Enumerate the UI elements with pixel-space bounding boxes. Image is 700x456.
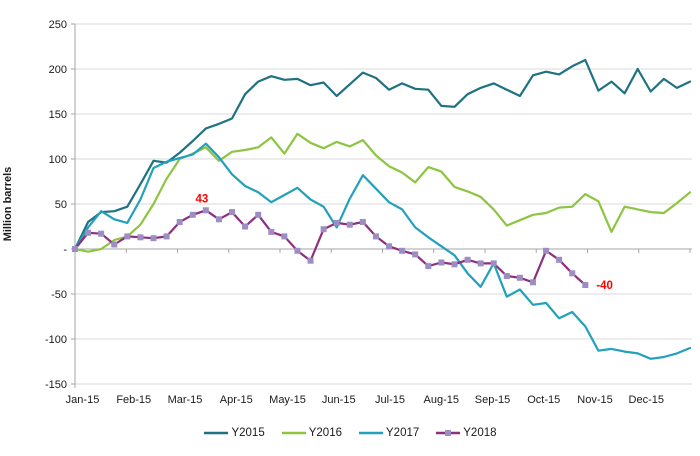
series-marker-Y2018 <box>464 256 471 263</box>
series-marker-Y2018 <box>320 226 327 233</box>
series-marker-Y2018 <box>150 235 157 242</box>
series-marker-Y2018 <box>111 241 118 248</box>
series-marker-Y2018 <box>124 233 131 240</box>
series-line-Y2018 <box>73 209 587 287</box>
x-tick-label: Apr-15 <box>220 394 253 406</box>
series-marker-Y2018 <box>359 219 366 225</box>
series-marker-Y2018 <box>412 251 419 258</box>
series-marker-Y2018 <box>490 260 497 267</box>
series-marker-Y2018 <box>242 223 249 230</box>
series-marker-Y2018 <box>425 263 432 270</box>
series-marker-Y2018 <box>503 273 510 279</box>
series-marker-Y2018 <box>137 234 144 241</box>
x-tick-label: Jun-15 <box>322 394 356 406</box>
series-marker-Y2018 <box>307 257 314 264</box>
series-marker-Y2018 <box>477 260 484 267</box>
series-line-Y2015 <box>73 58 692 251</box>
y-tick-label: -100 <box>45 334 67 346</box>
y-axis-title: Million barrels <box>2 166 14 242</box>
series-marker-Y2018 <box>372 233 379 240</box>
series-marker-Y2018 <box>255 211 262 218</box>
legend-label-Y2018: Y2018 <box>463 427 497 439</box>
legend-label-Y2016: Y2016 <box>308 427 342 439</box>
series-marker-Y2018 <box>582 282 589 288</box>
series-marker-Y2018 <box>229 209 236 216</box>
y-tick-label: - <box>63 244 67 256</box>
series-marker-Y2018 <box>346 221 353 228</box>
series-marker-Y2018 <box>451 261 458 268</box>
series-marker-Y2018 <box>399 247 406 254</box>
x-tick-label: May-15 <box>269 394 306 406</box>
series-marker-Y2018 <box>438 259 445 266</box>
legend: Y2015 Y2016 Y2017 Y2018 <box>0 427 700 439</box>
series-marker-Y2018 <box>215 216 222 223</box>
legend-item-Y2016: Y2016 <box>281 427 342 439</box>
series-marker-Y2018 <box>294 247 301 254</box>
x-tick-label: Mar-15 <box>168 394 203 406</box>
legend-swatch-Y2017 <box>359 431 383 435</box>
x-tick-label: Dec-15 <box>629 394 664 406</box>
legend-label-Y2017: Y2017 <box>386 427 420 439</box>
series-marker-Y2018 <box>333 219 340 226</box>
legend-swatch-Y2018 <box>436 430 461 436</box>
series-marker-Y2018 <box>189 211 196 218</box>
series-marker-Y2018 <box>556 256 563 263</box>
x-tick-label: Jan-15 <box>66 394 100 406</box>
y-tick-label: 150 <box>49 109 67 121</box>
legend-label-Y2015: Y2015 <box>231 427 265 439</box>
series-marker-Y2018 <box>72 246 78 252</box>
series-line-Y2017 <box>73 142 692 360</box>
legend-item-Y2017: Y2017 <box>358 427 419 439</box>
x-tick-label: Nov-15 <box>577 394 612 406</box>
series-marker-Y2018 <box>163 233 170 240</box>
series-marker-Y2018 <box>529 279 536 286</box>
series-marker-Y2018 <box>202 207 209 214</box>
y-tick-label: -50 <box>51 289 67 301</box>
legend-item-Y2018: Y2018 <box>435 427 497 439</box>
x-tick-label: Oct-15 <box>527 394 560 406</box>
series-line-Y2016 <box>73 132 692 253</box>
series-marker-Y2018 <box>176 219 183 225</box>
y-tick-label: -150 <box>45 379 67 391</box>
annotation--40: -40 <box>596 280 613 292</box>
y-tick-label: 50 <box>55 199 67 211</box>
y-tick-label: 200 <box>49 64 67 76</box>
series-marker-Y2018 <box>268 228 275 235</box>
series-marker-Y2018 <box>543 247 550 254</box>
legend-item-Y2015: Y2015 <box>203 427 265 439</box>
annotation-43: 43 <box>195 193 208 205</box>
x-tick-label: Aug-15 <box>424 394 459 406</box>
y-tick-label: 100 <box>49 154 67 166</box>
series-marker-Y2018 <box>98 230 105 237</box>
x-tick-label: Sep-15 <box>475 394 510 406</box>
series-marker-Y2018 <box>386 243 393 250</box>
series-marker-Y2018 <box>516 274 523 281</box>
y-tick-label: 250 <box>49 19 67 31</box>
x-tick-label: Feb-15 <box>116 394 151 406</box>
series-marker-Y2018 <box>569 270 576 277</box>
legend-swatch-Y2016 <box>281 431 306 435</box>
x-tick-label: Jul-15 <box>375 394 405 406</box>
series-marker-Y2018 <box>85 229 92 236</box>
series-marker-Y2018 <box>281 233 288 240</box>
legend-swatch-Y2015 <box>204 431 229 435</box>
